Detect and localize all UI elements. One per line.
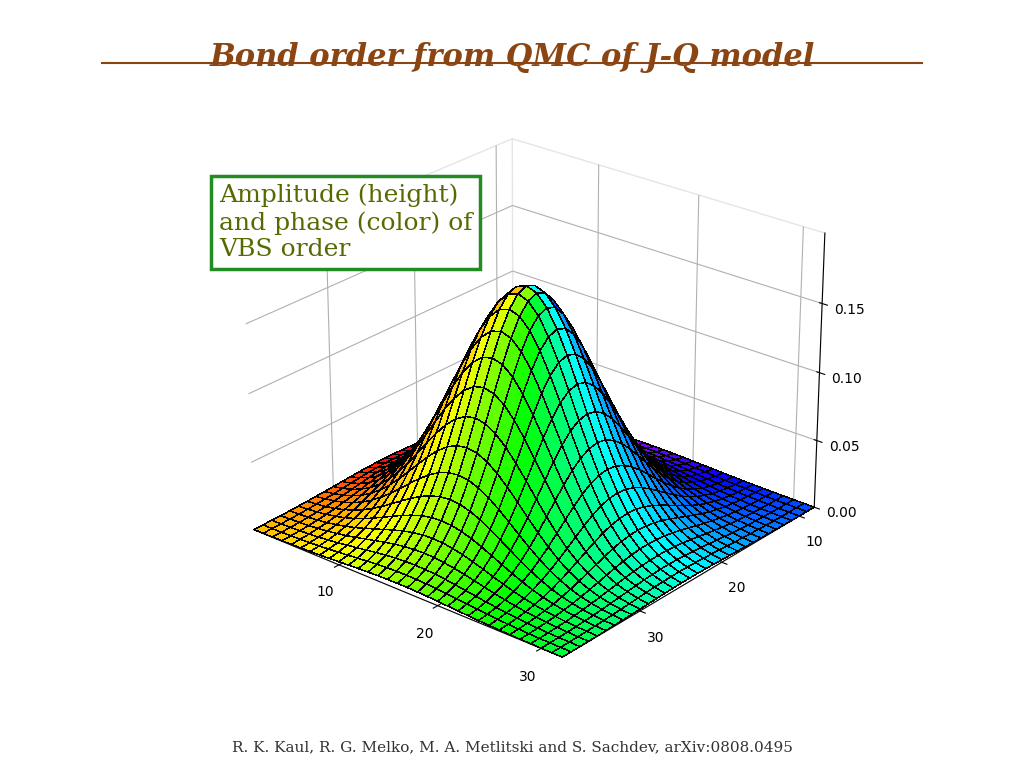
Text: R. K. Kaul, R. G. Melko, M. A. Metlitski and S. Sachdev, arXiv:0808.0495: R. K. Kaul, R. G. Melko, M. A. Metlitski…: [231, 740, 793, 754]
Text: Amplitude (height)
and phase (color) of
VBS order: Amplitude (height) and phase (color) of …: [219, 184, 472, 261]
Text: Bond order from QMC of J-Q model: Bond order from QMC of J-Q model: [209, 42, 815, 73]
